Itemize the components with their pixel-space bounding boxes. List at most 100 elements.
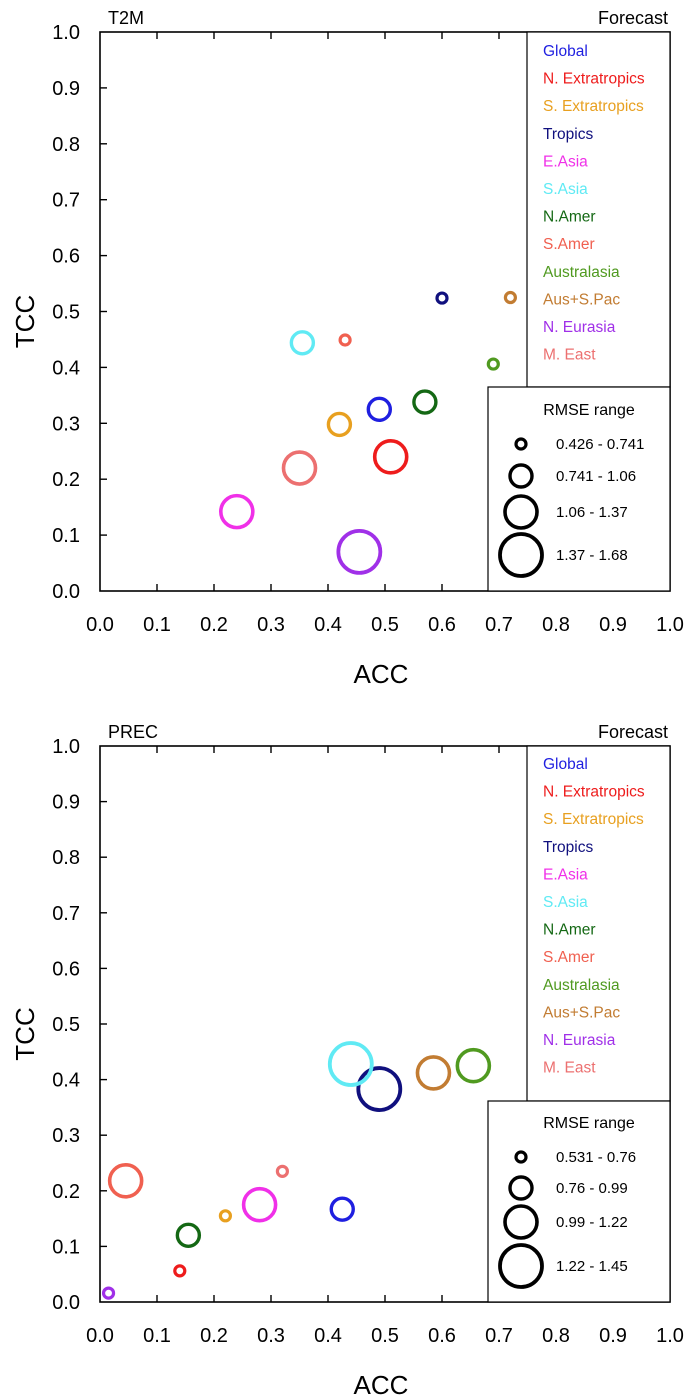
legend-entry: Tropics xyxy=(543,126,593,143)
region-legend-box xyxy=(526,745,671,1102)
x-tick-label: 0.9 xyxy=(599,614,627,636)
legend-entry: S.Amer xyxy=(543,236,595,253)
y-tick-label: 0.5 xyxy=(52,1014,80,1036)
data-point xyxy=(289,330,316,356)
legend-entry: Australasia xyxy=(543,264,620,281)
rmse-legend-box xyxy=(487,1100,671,1303)
data-point xyxy=(455,1047,492,1084)
legend-entry: S.Asia xyxy=(543,181,588,198)
y-tick-label: 0.5 xyxy=(52,302,80,324)
x-tick-label: 0.3 xyxy=(257,614,285,636)
rmse-bin-label: 0.531 - 0.76 xyxy=(556,1149,636,1166)
y-tick-label: 0.7 xyxy=(52,190,80,212)
y-tick-label: 0.9 xyxy=(52,792,80,814)
rmse-legend-title: RMSE range xyxy=(543,1115,635,1132)
y-tick-label: 0.1 xyxy=(52,1236,80,1258)
rmse-bin-label: 0.99 - 1.22 xyxy=(556,1214,628,1231)
rmse-bin-label: 1.37 - 1.68 xyxy=(556,547,628,564)
rmse-legend-title: RMSE range xyxy=(543,402,635,419)
x-tick-label: 0.8 xyxy=(542,614,570,636)
y-tick-label: 1.0 xyxy=(52,736,80,758)
legend-entry: Global xyxy=(543,43,588,60)
rmse-size-marker xyxy=(508,463,534,489)
chart-subtitle: Forecast xyxy=(598,8,668,28)
data-point xyxy=(173,1264,187,1278)
legend-entry: M. East xyxy=(543,1060,596,1077)
x-tick-label: 0.4 xyxy=(314,614,342,636)
x-tick-label: 0.0 xyxy=(86,614,114,636)
y-tick-label: 1.0 xyxy=(52,22,80,44)
legend-entry: Aus+S.Pac xyxy=(543,1004,620,1021)
x-tick-label: 1.0 xyxy=(656,1325,684,1347)
x-tick-label: 0.1 xyxy=(143,614,171,636)
x-tick-label: 0.1 xyxy=(143,1325,171,1347)
x-axis-title: ACC xyxy=(354,1370,409,1397)
y-tick-label: 0.1 xyxy=(52,525,80,547)
x-tick-label: 0.7 xyxy=(485,614,513,636)
x-tick-label: 0.5 xyxy=(371,1325,399,1347)
rmse-bin-label: 0.76 - 0.99 xyxy=(556,1180,628,1197)
x-tick-label: 0.5 xyxy=(371,614,399,636)
rmse-bin-label: 1.22 - 1.45 xyxy=(556,1258,628,1275)
x-tick-label: 0.9 xyxy=(599,1325,627,1347)
legend-entry: N. Extratropics xyxy=(543,71,645,88)
data-point xyxy=(281,450,318,486)
x-tick-label: 0.6 xyxy=(428,614,456,636)
x-tick-label: 0.4 xyxy=(314,1325,342,1347)
legend-entry: Global xyxy=(543,756,588,773)
data-point xyxy=(366,396,392,423)
data-point xyxy=(219,493,255,530)
y-tick-label: 0.0 xyxy=(52,581,80,603)
data-point xyxy=(275,1164,289,1178)
legend-entry: N.Amer xyxy=(543,209,596,226)
data-point xyxy=(101,1286,116,1300)
data-point xyxy=(503,290,517,305)
y-tick-label: 0.9 xyxy=(52,78,80,100)
chart-title: PREC xyxy=(108,722,158,742)
y-tick-label: 0.8 xyxy=(52,847,80,869)
x-tick-label: 0.6 xyxy=(428,1325,456,1347)
y-tick-label: 0.3 xyxy=(52,1125,80,1147)
y-tick-label: 0.4 xyxy=(52,357,80,379)
y-axis-title: TCC xyxy=(10,1007,40,1060)
chart-title: T2M xyxy=(108,8,144,28)
x-tick-label: 0.2 xyxy=(200,1325,228,1347)
data-point xyxy=(338,333,352,347)
y-tick-label: 0.2 xyxy=(52,469,80,491)
y-tick-label: 0.2 xyxy=(52,1181,80,1203)
y-tick-label: 0.6 xyxy=(52,958,80,980)
rmse-size-marker xyxy=(498,1243,544,1289)
legend-entry: Aus+S.Pac xyxy=(543,291,620,308)
x-tick-label: 0.8 xyxy=(542,1325,570,1347)
data-point xyxy=(327,1041,374,1087)
data-point xyxy=(356,1066,403,1112)
legend-entry: N. Eurasia xyxy=(543,319,616,336)
y-tick-label: 0.7 xyxy=(52,903,80,925)
legend-entry: M. East xyxy=(543,347,596,364)
data-point xyxy=(107,1162,144,1199)
rmse-size-marker xyxy=(498,532,544,578)
legend-entry: S.Amer xyxy=(543,949,595,966)
rmse-bin-label: 1.06 - 1.37 xyxy=(556,504,628,521)
rmse-legend-box xyxy=(487,386,671,592)
y-tick-label: 0.8 xyxy=(52,134,80,156)
chart-panel-t2m: 0.0 0.1 0.2 0.3 0.4 0.5 0.6 0.7 0.8 0.9 1.0 0.0 0.1 0… xyxy=(10,8,684,689)
data-point xyxy=(412,389,438,415)
data-point xyxy=(435,291,449,305)
legend-entry: E.Asia xyxy=(543,153,588,170)
data-point xyxy=(372,439,409,475)
x-tick-label: 0.2 xyxy=(200,614,228,636)
legend-entry: Australasia xyxy=(543,977,620,994)
data-point xyxy=(415,1055,452,1091)
legend-entry: Tropics xyxy=(543,839,593,856)
legend-entry: N.Amer xyxy=(543,922,596,939)
region-legend-box xyxy=(526,31,671,388)
y-axis-title: TCC xyxy=(10,295,40,348)
rmse-size-marker xyxy=(514,1150,528,1164)
y-tick-label: 0.4 xyxy=(52,1070,80,1092)
data-point xyxy=(175,1222,202,1248)
y-tick-label: 0.0 xyxy=(52,1292,80,1314)
x-tick-label: 1.0 xyxy=(656,614,684,636)
legend-entry: S. Extratropics xyxy=(543,811,644,828)
